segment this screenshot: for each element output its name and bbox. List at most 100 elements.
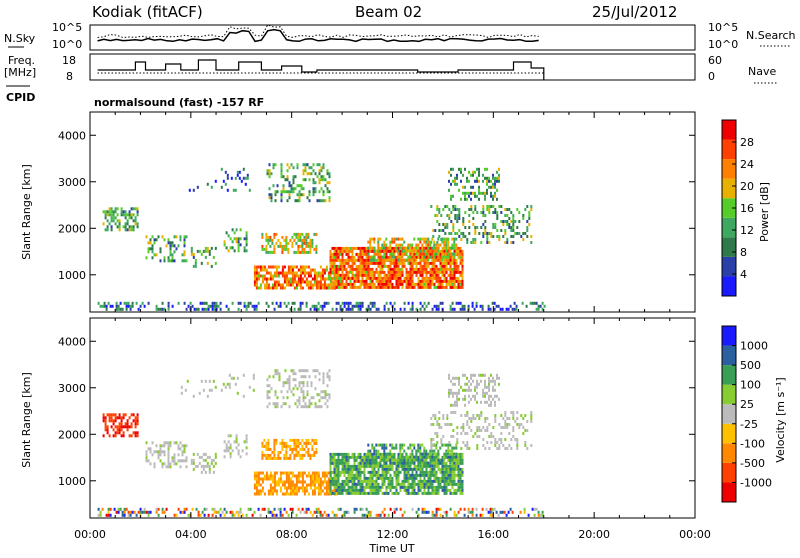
heat-cell xyxy=(399,482,402,486)
heat-cell xyxy=(445,267,448,271)
heat-cell xyxy=(147,459,150,463)
heat-cell xyxy=(387,273,390,277)
heat-cell xyxy=(301,241,304,245)
heat-cell xyxy=(255,492,258,496)
heat-cell xyxy=(208,455,211,459)
heat-cell xyxy=(325,286,328,290)
heat-cell xyxy=(263,492,266,496)
heat-cell xyxy=(391,249,394,253)
heat-cell xyxy=(287,474,290,478)
heat-cell xyxy=(286,381,289,385)
heat-cell xyxy=(439,258,442,262)
heat-cell xyxy=(203,507,206,511)
heat-cell xyxy=(470,173,472,177)
heat-cell xyxy=(449,307,452,311)
heat-cell xyxy=(235,237,238,241)
heat-cell xyxy=(381,276,384,280)
heat-cell xyxy=(487,304,490,308)
heat-cell xyxy=(453,237,456,241)
heat-cell xyxy=(223,240,226,244)
heat-cell xyxy=(322,193,325,197)
heat-cell xyxy=(419,240,422,244)
heat-cell xyxy=(453,285,456,289)
heat-cell xyxy=(237,510,240,514)
heat-cell xyxy=(345,258,348,262)
heat-cell xyxy=(339,276,342,280)
heat-cell xyxy=(409,458,412,462)
heat-cell xyxy=(425,276,428,280)
heat-cell xyxy=(305,283,308,287)
heat-cell xyxy=(343,301,346,305)
heat-cell xyxy=(128,416,131,420)
heat-cell xyxy=(421,249,424,253)
heat-cell xyxy=(449,470,452,474)
heat-cell xyxy=(484,394,486,398)
heat-cell xyxy=(490,441,493,444)
heat-cell xyxy=(355,458,358,462)
heat-cell xyxy=(453,243,456,247)
heat-cell xyxy=(443,473,446,477)
heat-cell xyxy=(460,426,463,429)
heat-cell xyxy=(421,452,424,456)
heat-cell xyxy=(413,476,416,480)
heat-cell xyxy=(339,285,342,289)
heat-cell xyxy=(274,372,277,376)
heat-cell xyxy=(259,492,262,496)
heat-cell xyxy=(177,301,180,305)
heat-cell xyxy=(369,301,372,305)
heat-cell xyxy=(335,458,338,462)
heat-cell xyxy=(397,467,400,471)
heat-cell xyxy=(472,191,474,195)
heat-cell xyxy=(173,456,176,460)
heat-cell xyxy=(481,513,484,517)
heat-cell xyxy=(479,513,482,517)
heat-cell xyxy=(335,464,338,468)
heat-cell xyxy=(333,249,336,253)
heat-cell xyxy=(341,264,344,268)
heat-cell xyxy=(449,467,452,471)
heat-cell xyxy=(361,264,364,268)
heat-cell xyxy=(391,491,394,495)
heat-cell xyxy=(120,428,123,432)
heat-cell xyxy=(277,483,280,487)
heat-cell xyxy=(459,307,462,311)
heat-cell xyxy=(345,455,348,459)
heat-cell xyxy=(141,510,144,514)
heat-cell xyxy=(488,423,491,426)
heat-cell xyxy=(255,477,258,481)
heat-cell xyxy=(293,492,296,496)
freq-line xyxy=(97,59,545,80)
heat-cell xyxy=(278,378,281,382)
heat-cell xyxy=(206,246,209,250)
heat-cell xyxy=(457,285,460,289)
heat-cell xyxy=(108,210,111,214)
heat-cell xyxy=(482,205,485,208)
heat-cell xyxy=(327,513,330,517)
heat-cell xyxy=(478,382,480,386)
heat-cell xyxy=(273,235,276,239)
heat-cell xyxy=(307,438,310,442)
heat-cell xyxy=(289,438,292,442)
heat-cell xyxy=(274,163,277,167)
heat-cell xyxy=(357,273,360,277)
heat-cell xyxy=(429,482,432,486)
heat-cell xyxy=(323,486,326,490)
colorbar-swatch xyxy=(722,345,736,366)
heat-cell xyxy=(472,435,475,438)
heat-cell xyxy=(343,470,346,474)
heat-cell xyxy=(432,423,435,426)
colorbar-swatch xyxy=(722,443,736,463)
heat-cell xyxy=(297,238,300,242)
heat-cell xyxy=(415,270,418,274)
heat-cell xyxy=(357,452,360,456)
heat-cell xyxy=(379,476,382,480)
heat-cell xyxy=(112,219,115,223)
heat-cell xyxy=(302,381,305,385)
heat-cell xyxy=(124,222,127,226)
heat-cell xyxy=(373,485,376,489)
heat-cell xyxy=(457,282,460,286)
heat-cell xyxy=(224,182,227,186)
heat-cell xyxy=(395,507,398,511)
heat-cell xyxy=(199,513,202,517)
heat-cell xyxy=(373,270,376,274)
